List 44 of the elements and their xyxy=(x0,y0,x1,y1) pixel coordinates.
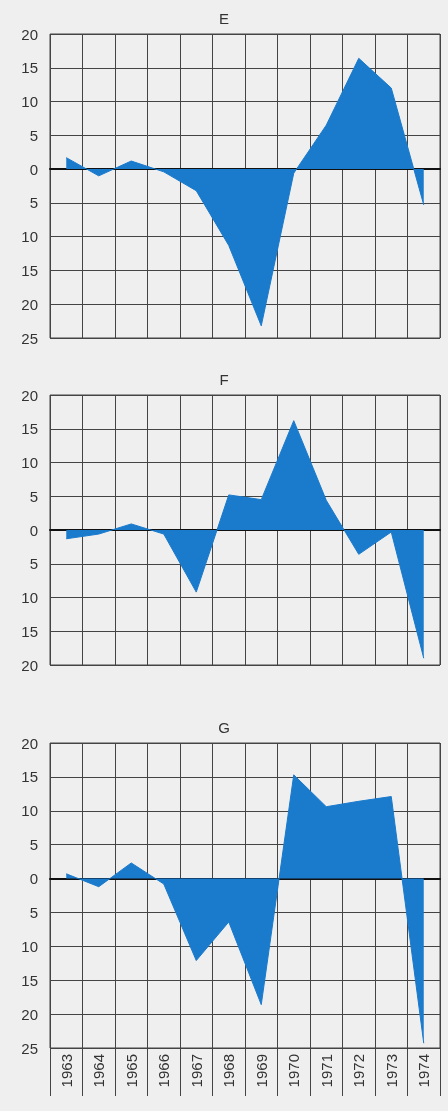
y-tick-label: 15 xyxy=(21,768,38,786)
y-tick-label: 5 xyxy=(29,903,38,921)
y-tick-label: 15 xyxy=(21,420,38,438)
x-tick-label: 1965 xyxy=(122,1054,140,1088)
x-tick-label: 1968 xyxy=(220,1054,238,1088)
y-tick-label: 15 xyxy=(21,622,38,640)
y-tick-label: 25 xyxy=(21,329,38,347)
y-tick-label: 10 xyxy=(21,937,38,955)
x-tick-label: 1966 xyxy=(155,1054,173,1088)
x-tick-label: 1967 xyxy=(187,1054,205,1088)
x-tick-label: 1964 xyxy=(90,1054,108,1088)
y-tick-label: 5 xyxy=(29,194,38,212)
x-tick-label: 1971 xyxy=(317,1054,335,1088)
x-tick-label: 1974 xyxy=(415,1054,433,1088)
x-tick-label: 1972 xyxy=(350,1054,368,1088)
y-tick-label: 20 xyxy=(21,386,38,404)
y-tick-label: 5 xyxy=(29,487,38,505)
y-tick-label: 5 xyxy=(29,126,38,144)
x-tick-label: 1973 xyxy=(382,1054,400,1088)
chart-title: G xyxy=(218,719,230,736)
x-tick-label: 1963 xyxy=(57,1054,75,1088)
y-tick-label: 0 xyxy=(29,870,38,888)
y-tick-label: 20 xyxy=(21,25,38,43)
y-tick-label: 25 xyxy=(21,1039,38,1057)
y-tick-label: 10 xyxy=(21,228,38,246)
y-tick-label: 15 xyxy=(21,971,38,989)
y-tick-label: 20 xyxy=(21,734,38,752)
y-tick-label: 10 xyxy=(21,454,38,471)
x-tick-label: 1970 xyxy=(285,1054,303,1088)
y-tick-label: 20 xyxy=(21,295,38,313)
y-tick-label: 20 xyxy=(21,656,38,674)
y-tick-label: 0 xyxy=(29,160,38,178)
y-tick-label: 10 xyxy=(21,589,38,606)
y-tick-label: 10 xyxy=(21,93,38,111)
y-tick-label: 20 xyxy=(21,1005,38,1023)
chart-title: F xyxy=(219,371,229,388)
y-tick-label: 5 xyxy=(29,555,38,573)
chart-title: E xyxy=(218,10,230,27)
y-tick-label: 0 xyxy=(29,521,38,539)
y-tick-label: 10 xyxy=(21,802,38,820)
x-tick-label: 1969 xyxy=(252,1054,270,1088)
y-tick-label: 5 xyxy=(29,836,38,854)
y-tick-label: 15 xyxy=(21,261,38,279)
y-tick-label: 15 xyxy=(21,59,38,77)
